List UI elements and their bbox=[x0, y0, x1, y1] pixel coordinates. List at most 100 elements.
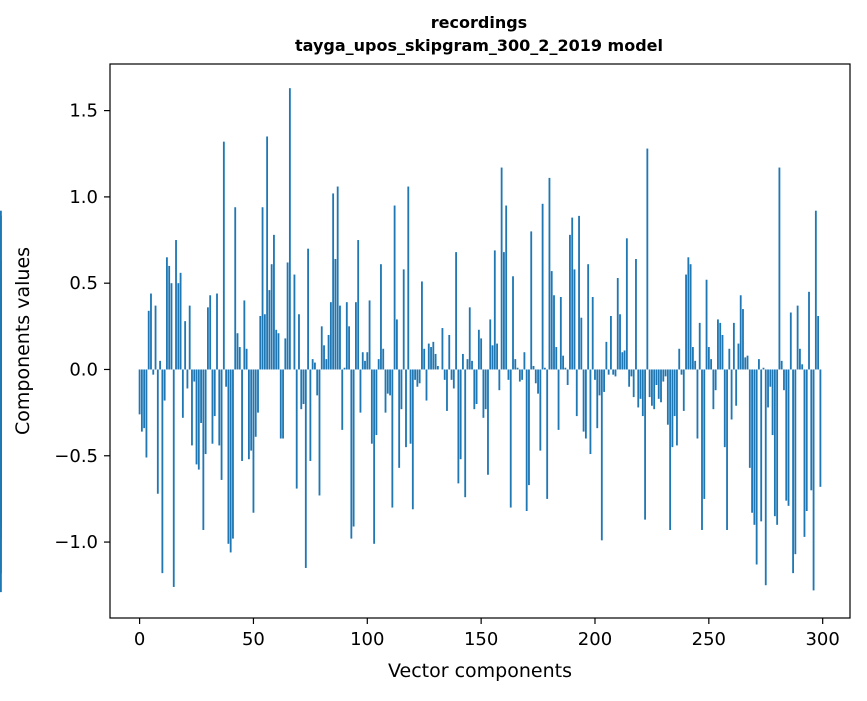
bar-82 bbox=[325, 359, 327, 369]
chart-title-line-1: recordings bbox=[431, 13, 527, 32]
bar-111 bbox=[391, 369, 393, 507]
bar-32 bbox=[212, 369, 214, 443]
bar-274 bbox=[763, 368, 765, 370]
bar-42 bbox=[234, 207, 236, 369]
bar-191 bbox=[574, 269, 576, 369]
bar-88 bbox=[339, 306, 341, 370]
bar-235 bbox=[674, 369, 676, 416]
bar-78 bbox=[316, 369, 318, 395]
bar-71 bbox=[300, 369, 302, 409]
bar-1 bbox=[141, 369, 143, 431]
bar-165 bbox=[514, 359, 516, 369]
bar-48 bbox=[248, 369, 250, 459]
bar-127 bbox=[428, 344, 430, 370]
bar-289 bbox=[797, 306, 799, 370]
bar-179 bbox=[546, 369, 548, 498]
bar-206 bbox=[608, 369, 610, 374]
bar-247 bbox=[701, 369, 703, 529]
bar-173 bbox=[533, 366, 535, 369]
bar-153 bbox=[487, 369, 489, 474]
bar-19 bbox=[182, 369, 184, 417]
bar-12 bbox=[166, 257, 168, 369]
bar-11 bbox=[164, 369, 166, 400]
bar-196 bbox=[585, 369, 587, 438]
bar-86 bbox=[335, 259, 337, 369]
bar-61 bbox=[278, 333, 280, 369]
bar-266 bbox=[744, 357, 746, 369]
bar-267 bbox=[747, 356, 749, 370]
bar-112 bbox=[394, 206, 396, 370]
bar-188 bbox=[567, 369, 569, 385]
bar-174 bbox=[535, 369, 537, 383]
bar-284 bbox=[785, 369, 787, 500]
bar-125 bbox=[423, 349, 425, 370]
bar-193 bbox=[578, 216, 580, 370]
bar-228 bbox=[658, 369, 660, 398]
bar-131 bbox=[437, 366, 439, 369]
bar-241 bbox=[687, 257, 689, 369]
bar-236 bbox=[676, 369, 678, 445]
bar-248 bbox=[703, 369, 705, 498]
bar-91 bbox=[346, 302, 348, 369]
y-tick-label--0.5: −0.5 bbox=[54, 446, 98, 467]
bar-254 bbox=[717, 319, 719, 369]
bar-164 bbox=[512, 276, 514, 369]
x-tick-label-150: 150 bbox=[464, 629, 498, 650]
bar-178 bbox=[544, 368, 546, 370]
bar-252 bbox=[712, 369, 714, 409]
bar-58 bbox=[271, 264, 273, 369]
bar-40 bbox=[230, 369, 232, 552]
bar-264 bbox=[740, 295, 742, 369]
bar-253 bbox=[715, 369, 717, 390]
bar-14 bbox=[171, 283, 173, 369]
bar-96 bbox=[357, 240, 359, 369]
bar-271 bbox=[756, 369, 758, 564]
bar-121 bbox=[414, 369, 416, 379]
bar-142 bbox=[462, 354, 464, 370]
bar-59 bbox=[273, 235, 275, 370]
bar-213 bbox=[624, 350, 626, 369]
bar-33 bbox=[214, 369, 216, 416]
bar-3 bbox=[146, 369, 148, 457]
bar-129 bbox=[432, 342, 434, 370]
bar-272 bbox=[758, 359, 760, 369]
bar-226 bbox=[653, 369, 655, 409]
bar-99 bbox=[364, 361, 366, 370]
bar-43 bbox=[237, 333, 239, 369]
bar-263 bbox=[738, 344, 740, 370]
bar-150 bbox=[480, 338, 482, 369]
bar-161 bbox=[505, 206, 507, 370]
bar-23 bbox=[191, 369, 193, 445]
bar-256 bbox=[722, 335, 724, 370]
bar-221 bbox=[642, 369, 644, 416]
bar-36 bbox=[221, 369, 223, 479]
bar-143 bbox=[464, 369, 466, 497]
bar-222 bbox=[644, 369, 646, 519]
bar-209 bbox=[615, 369, 617, 376]
bar-109 bbox=[387, 369, 389, 393]
bar-240 bbox=[685, 275, 687, 370]
bar-292 bbox=[804, 369, 806, 536]
x-tick-label-250: 250 bbox=[692, 629, 726, 650]
bar-8 bbox=[157, 369, 159, 493]
bar-170 bbox=[526, 369, 528, 511]
bar-242 bbox=[690, 264, 692, 369]
bar-84 bbox=[330, 302, 332, 369]
bar-27 bbox=[200, 369, 202, 423]
bar-163 bbox=[510, 369, 512, 507]
bar-224 bbox=[649, 369, 651, 397]
bar-166 bbox=[517, 368, 519, 370]
bar-189 bbox=[569, 235, 571, 370]
bar-273 bbox=[760, 369, 762, 521]
bar-257 bbox=[724, 369, 726, 447]
bar-171 bbox=[528, 369, 530, 485]
bar-53 bbox=[259, 316, 261, 370]
bar-16 bbox=[175, 240, 177, 369]
bar-130 bbox=[435, 354, 437, 370]
bar-207 bbox=[610, 316, 612, 370]
bar-25 bbox=[196, 369, 198, 464]
bar-29 bbox=[205, 369, 207, 454]
bar-148 bbox=[476, 369, 478, 404]
bar-122 bbox=[416, 369, 418, 386]
